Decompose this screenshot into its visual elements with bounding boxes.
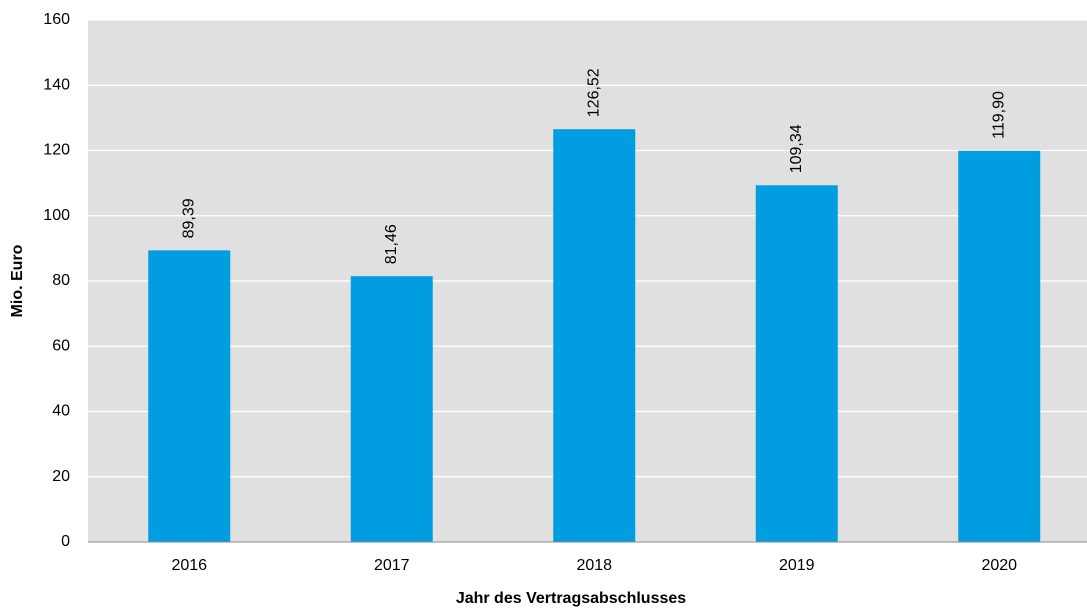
bar	[553, 129, 636, 542]
bar	[350, 276, 433, 542]
x-axis-label: Jahr des Vertragsabschlusses	[456, 590, 686, 607]
x-tick-label: 2016	[171, 557, 207, 574]
y-tick-label: 60	[52, 337, 70, 354]
y-tick-label: 80	[52, 272, 70, 289]
value-label: 126,52	[585, 68, 602, 117]
x-tick-label: 2017	[374, 557, 410, 574]
y-tick-label: 100	[43, 207, 70, 224]
value-label: 81,46	[383, 224, 400, 264]
value-label: 89,39	[180, 198, 197, 238]
bar	[755, 185, 838, 542]
y-tick-label: 0	[61, 533, 70, 550]
y-tick-label: 160	[43, 11, 70, 28]
value-label: 109,34	[788, 124, 805, 173]
x-tick-label: 2018	[576, 557, 612, 574]
x-tick-label: 2020	[981, 557, 1017, 574]
value-label: 119,90	[990, 91, 1007, 139]
x-tick-label: 2019	[779, 557, 815, 574]
y-tick-label: 120	[43, 142, 70, 159]
y-axis-label: Mio. Euro	[9, 244, 26, 317]
bar	[958, 150, 1041, 543]
bar	[148, 250, 231, 543]
y-tick-label: 140	[43, 76, 70, 93]
y-tick-label: 20	[52, 468, 70, 485]
y-tick-label: 40	[52, 403, 70, 420]
